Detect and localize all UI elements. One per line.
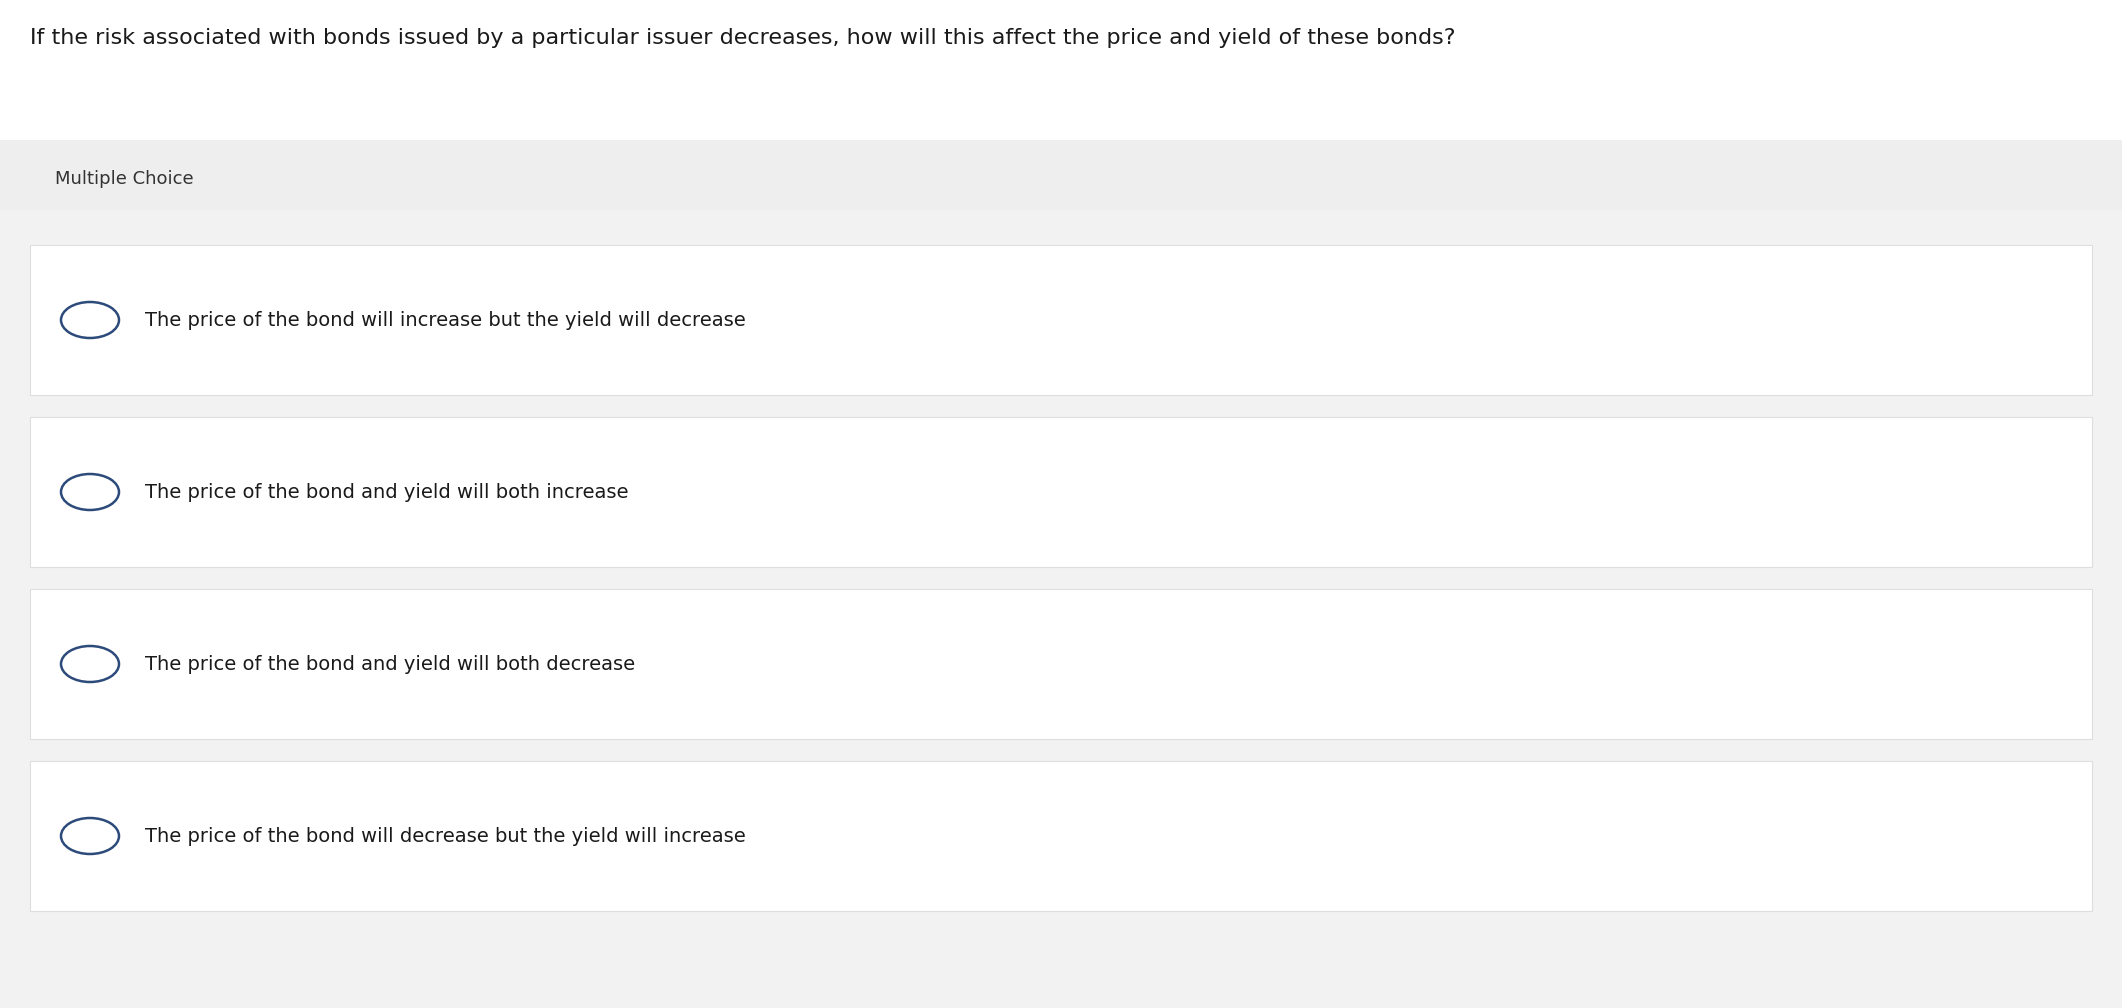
FancyBboxPatch shape xyxy=(30,417,2092,566)
Ellipse shape xyxy=(62,646,119,682)
FancyBboxPatch shape xyxy=(30,589,2092,739)
Ellipse shape xyxy=(62,302,119,338)
Ellipse shape xyxy=(62,818,119,854)
Text: The price of the bond will decrease but the yield will increase: The price of the bond will decrease but … xyxy=(144,827,745,846)
FancyBboxPatch shape xyxy=(30,245,2092,395)
FancyBboxPatch shape xyxy=(0,210,2122,1008)
Text: The price of the bond and yield will both increase: The price of the bond and yield will bot… xyxy=(144,483,628,502)
FancyBboxPatch shape xyxy=(0,140,2122,410)
Text: The price of the bond and yield will both decrease: The price of the bond and yield will bot… xyxy=(144,654,634,673)
Text: Multiple Choice: Multiple Choice xyxy=(55,169,193,187)
FancyBboxPatch shape xyxy=(30,761,2092,911)
Text: The price of the bond will increase but the yield will decrease: The price of the bond will increase but … xyxy=(144,310,745,330)
Text: If the risk associated with bonds issued by a particular issuer decreases, how w: If the risk associated with bonds issued… xyxy=(30,28,1456,48)
Ellipse shape xyxy=(62,474,119,510)
